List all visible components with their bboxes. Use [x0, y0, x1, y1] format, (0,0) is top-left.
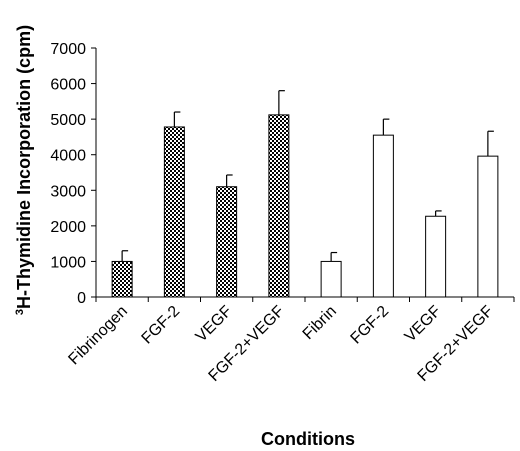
error-bar-1 — [121, 250, 129, 262]
y-axis-title: 3H-Thymidine Incorporation (cpm) — [14, 25, 34, 315]
category-label-2: FGF-2 — [139, 303, 184, 348]
bar-8 — [477, 155, 499, 298]
category-label-3: VEGF — [193, 303, 236, 346]
bar-5 — [320, 260, 342, 298]
error-bar-7 — [435, 210, 442, 217]
error-bar-4 — [278, 90, 285, 115]
category-label-1: Fibrinogen — [65, 303, 130, 368]
error-bar-8 — [487, 130, 494, 157]
y-tick-label: 4000 — [50, 148, 86, 165]
y-tick-label: 1000 — [50, 254, 86, 271]
y-axis-title-text: H-Thymidine Incorporation (cpm) — [14, 25, 34, 309]
x-axis-title: Conditions — [261, 429, 355, 449]
y-axis: 0 1000 2000 3000 4000 5000 6000 7000 — [50, 41, 97, 307]
bar-3 — [216, 186, 238, 298]
y-tick-label: 3000 — [50, 183, 86, 200]
y-tick-label: 6000 — [50, 77, 86, 94]
category-label-6: FGF-2 — [348, 303, 393, 348]
y-tick-label: 5000 — [50, 112, 86, 129]
y-tick-label: 2000 — [50, 219, 86, 236]
error-bar-2 — [173, 111, 181, 127]
bar-4 — [268, 114, 290, 298]
y-axis-title-superscript: 3 — [14, 309, 26, 315]
bar-1 — [111, 260, 133, 298]
error-bar-6 — [382, 118, 390, 136]
bar-2 — [163, 126, 185, 298]
category-label-5: Fibrin — [300, 303, 340, 343]
bar-7 — [425, 215, 447, 298]
error-bars — [121, 90, 494, 262]
bars — [111, 114, 499, 298]
y-tick-label: 0 — [77, 290, 86, 307]
y-tick-label: 7000 — [50, 41, 86, 58]
x-axis — [95, 296, 515, 302]
category-label-7: VEGF — [402, 303, 445, 346]
error-bar-3 — [226, 174, 233, 187]
bar-6 — [372, 134, 394, 298]
error-bar-5 — [330, 251, 338, 262]
